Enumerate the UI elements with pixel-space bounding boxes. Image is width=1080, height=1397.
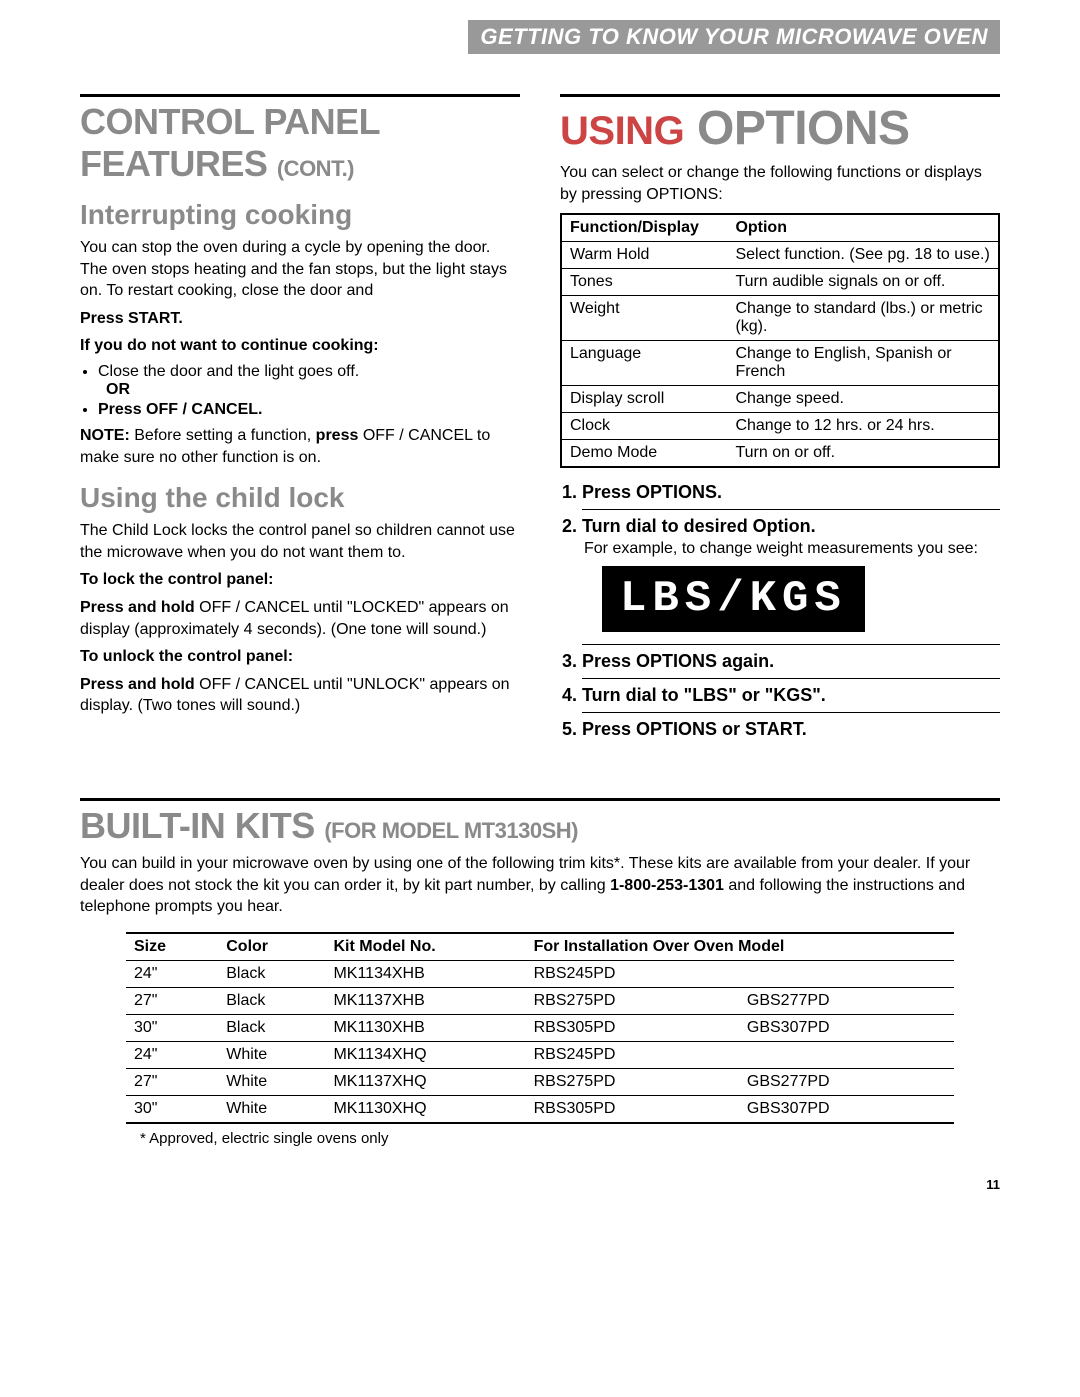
table-row: Warm HoldSelect function. (See pg. 18 to… (561, 242, 999, 269)
options-table: Function/Display Option Warm HoldSelect … (560, 213, 1000, 468)
two-column-layout: CONTROL PANEL FEATURES (CONT.) Interrupt… (80, 94, 1000, 748)
heading-using: USING (560, 109, 684, 153)
control-panel-heading: CONTROL PANEL FEATURES (CONT.) (80, 101, 520, 185)
interrupting-heading: Interrupting cooking (80, 199, 520, 231)
table-row: 27"WhiteMK1137XHQRBS275PDGBS277PD (126, 1068, 954, 1095)
col-size: Size (126, 933, 218, 961)
kits-header-row: Size Color Kit Model No. For Installatio… (126, 933, 954, 961)
press-off-item: Press OFF / CANCEL. (98, 401, 520, 419)
table-row: 27"BlackMK1137XHBRBS275PDGBS277PD (126, 987, 954, 1014)
kits-table: Size Color Kit Model No. For Installatio… (126, 932, 954, 1124)
unlock-heading: To unlock the control panel: (80, 646, 520, 668)
built-in-kits-heading: BUILT-IN KITS (FOR MODEL MT3130SH) (80, 805, 1000, 847)
table-row: 24"BlackMK1134XHBRBS245PD (126, 960, 954, 987)
lcd-display: LBS/KGS (602, 566, 865, 632)
col-function: Function/Display (561, 214, 727, 242)
table-row: Demo ModeTurn on or off. (561, 440, 999, 468)
kits-footnote: * Approved, electric single ovens only (140, 1130, 1000, 1147)
table-row: ClockChange to 12 hrs. or 24 hrs. (561, 413, 999, 440)
press-start: Press START. (80, 308, 520, 330)
page-number: 11 (80, 1177, 1000, 1192)
col-kitmodel: Kit Model No. (325, 933, 525, 961)
heading-options: OPTIONS (684, 102, 909, 155)
header-bar: GETTING TO KNOW YOUR MICROWAVE OVEN (468, 20, 1000, 54)
step-5: Press OPTIONS or START. (582, 719, 1000, 740)
built-in-kits-section: BUILT-IN KITS (FOR MODEL MT3130SH) You c… (80, 798, 1000, 1147)
manual-page: GETTING TO KNOW YOUR MICROWAVE OVEN CONT… (0, 0, 1080, 1232)
table-row: LanguageChange to English, Spanish or Fr… (561, 341, 999, 386)
table-row: 30"BlackMK1130XHBRBS305PDGBS307PD (126, 1014, 954, 1041)
left-column: CONTROL PANEL FEATURES (CONT.) Interrupt… (80, 94, 520, 748)
table-row: WeightChange to standard (lbs.) or metri… (561, 296, 999, 341)
heading-model: (FOR MODEL MT3130SH) (324, 818, 578, 843)
close-door-item: Close the door and the light goes off. O… (98, 363, 520, 399)
step-3: Press OPTIONS again. (582, 651, 1000, 679)
step-1: Press OPTIONS. (582, 482, 1000, 510)
child-lock-text: The Child Lock locks the control panel s… (80, 520, 520, 563)
col-color: Color (218, 933, 325, 961)
cancel-options-list: Close the door and the light goes off. O… (98, 363, 520, 419)
step-2-sub: For example, to change weight measuremen… (584, 539, 1000, 560)
step-4: Turn dial to "LBS" or "KGS". (582, 685, 1000, 713)
unlock-text: Press and hold OFF / CANCEL until "UNLOC… (80, 674, 520, 717)
table-header-row: Function/Display Option (561, 214, 999, 242)
col-option: Option (727, 214, 999, 242)
using-options-heading: USING OPTIONS (560, 101, 1000, 156)
if-not-continue: If you do not want to continue cooking: (80, 335, 520, 357)
steps-list: Press OPTIONS. Turn dial to desired Opti… (560, 482, 1000, 740)
table-row: Display scrollChange speed. (561, 386, 999, 413)
heading-builtin: BUILT-IN KITS (80, 805, 315, 846)
right-column: USING OPTIONS You can select or change t… (560, 94, 1000, 748)
col-install: For Installation Over Oven Model (526, 933, 954, 961)
heading-cont: (CONT.) (277, 156, 354, 181)
child-lock-heading: Using the child lock (80, 482, 520, 514)
options-intro: You can select or change the following f… (560, 162, 1000, 205)
lock-text: Press and hold OFF / CANCEL until "LOCKE… (80, 597, 520, 640)
interrupting-text: You can stop the oven during a cycle by … (80, 237, 520, 302)
table-row: TonesTurn audible signals on or off. (561, 269, 999, 296)
table-row: 24"WhiteMK1134XHQRBS245PD (126, 1041, 954, 1068)
note-text: NOTE: Before setting a function, press O… (80, 425, 520, 468)
kits-intro: You can build in your microwave oven by … (80, 853, 1000, 918)
table-row: 30"WhiteMK1130XHQRBS305PDGBS307PD (126, 1095, 954, 1123)
lock-heading: To lock the control panel: (80, 569, 520, 591)
step-2: Turn dial to desired Option. For example… (582, 516, 1000, 645)
